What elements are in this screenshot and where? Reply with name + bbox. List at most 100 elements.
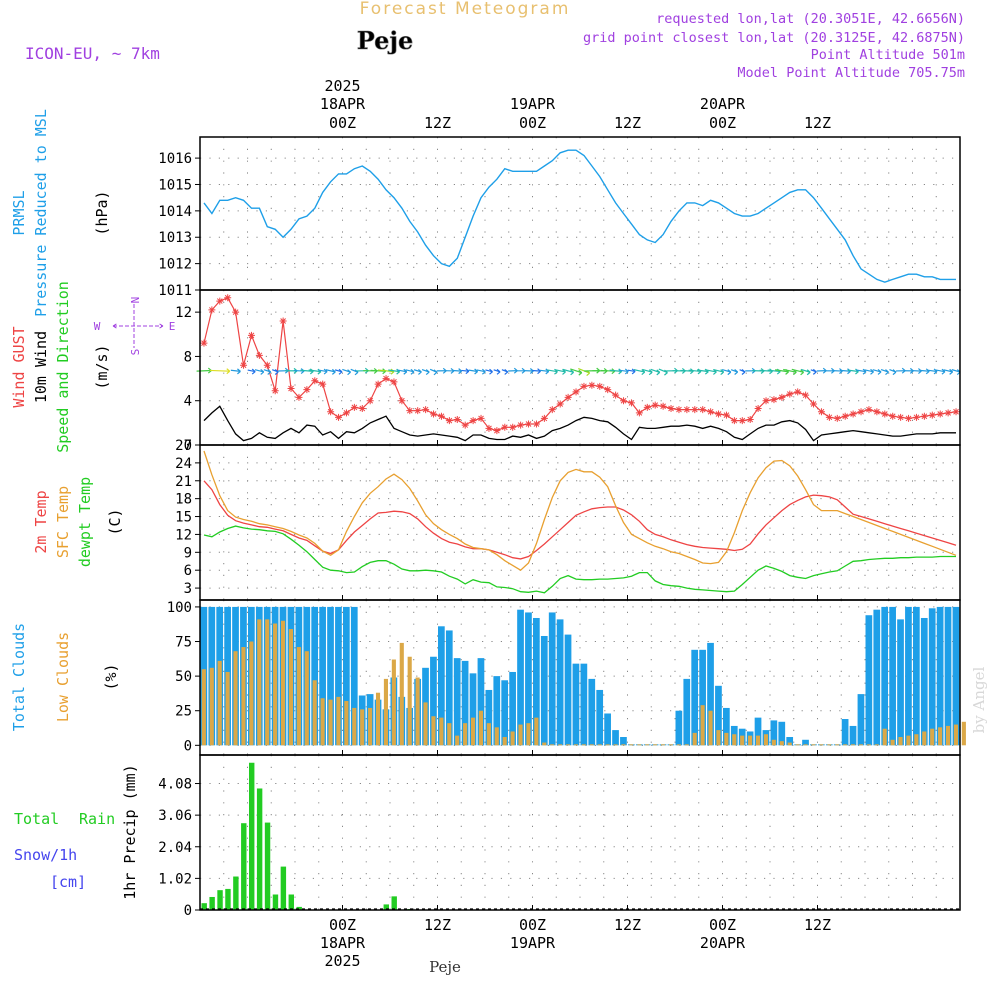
total-cloud-bar — [905, 606, 912, 746]
total-cloud-bar — [493, 676, 501, 746]
precip-cm-label: [cm] — [50, 873, 86, 891]
gust-marker — [311, 377, 319, 385]
wind-direction-arrow — [230, 369, 241, 372]
total-cloud-bar — [683, 678, 691, 746]
low-cloud-bar — [787, 742, 792, 746]
gust-marker — [873, 408, 881, 416]
wind-direction-arrowhead — [806, 369, 811, 376]
wind-direction-arrowhead — [624, 368, 629, 375]
top-time-label: 12Z — [424, 114, 451, 132]
gust-marker — [493, 427, 501, 435]
low-cloud-bar — [819, 744, 824, 746]
wind-direction-arrow — [378, 369, 395, 373]
gust-marker — [905, 414, 913, 422]
total-cloud-bar — [501, 680, 509, 746]
watermark: by Angel — [970, 666, 988, 733]
low-cloud-bar — [328, 699, 333, 746]
low-cloud-bar — [589, 744, 594, 746]
wind-direction-arrow — [759, 369, 773, 372]
low-cloud-bar — [360, 709, 365, 746]
gust-marker — [335, 413, 343, 421]
gust-marker — [572, 388, 580, 396]
precip-bar — [225, 888, 231, 910]
gust-marker — [730, 417, 738, 425]
low-cloud-bar — [763, 734, 768, 746]
total-cloud-bar — [620, 737, 627, 746]
low-cloud-bar — [748, 735, 753, 746]
precip-snow-label: Snow/1h — [14, 846, 77, 864]
wind-direction-arrow — [927, 369, 938, 373]
gust-marker — [643, 403, 651, 411]
total-cloud-bar — [319, 606, 326, 746]
gust-marker — [770, 396, 778, 404]
wind-direction-arrow — [911, 369, 922, 372]
wind-direction-arrow — [468, 369, 478, 373]
low-cloud-bar — [629, 744, 634, 746]
precip-bar — [296, 906, 302, 910]
low-cloud-bar — [724, 732, 729, 746]
wind-direction-arrowhead — [458, 368, 463, 375]
total-cloud-bar — [453, 658, 461, 746]
gust-marker — [342, 409, 350, 417]
low-cloud-bar — [779, 741, 784, 746]
y-tick-label: 1016 — [158, 151, 192, 167]
low-cloud-bar — [534, 717, 539, 746]
y-tick-label: 2.04 — [158, 840, 192, 856]
y-tick-label: 27 — [175, 438, 192, 454]
gust-marker — [667, 404, 675, 412]
y-tick-label: 24 — [175, 456, 192, 472]
gust-marker — [453, 416, 461, 424]
wind-direction-arrow — [775, 369, 789, 373]
low-cloud-bar — [415, 677, 420, 746]
top-time-label: 12Z — [614, 114, 641, 132]
wind-direction-arrowhead — [885, 369, 889, 376]
total-cloud-bar — [509, 671, 516, 746]
sfctemp-side-label: SFC Temp — [54, 486, 72, 558]
bottom-time-label: 12Z — [804, 916, 831, 934]
wind-direction-arrowhead — [578, 369, 583, 376]
top-time-label: 00Z — [519, 114, 546, 132]
precip-bar — [241, 823, 247, 910]
wind-direction-arrow — [532, 369, 541, 372]
total-cloud-bar — [770, 720, 778, 746]
low-cloud-bar — [898, 737, 903, 746]
gust-marker — [651, 401, 659, 409]
low-clouds-side-label: Low Clouds — [54, 632, 72, 722]
wind-direction-arrowhead — [474, 368, 478, 375]
wind-direction-arrowhead — [877, 368, 882, 375]
wind-direction-arrow — [791, 368, 804, 373]
wind-direction-arrow — [919, 369, 930, 372]
wind-direction-arrow — [539, 369, 549, 372]
model-altitude: Model Point Altitude 705.75m — [737, 65, 965, 81]
low-cloud-bar — [890, 739, 895, 746]
low-cloud-bar — [660, 744, 666, 746]
gust-side-label: Wind GUST — [10, 326, 28, 407]
bottom-date-label: 19APR — [510, 934, 556, 952]
wind-direction-arrow — [254, 369, 264, 373]
gust-marker — [540, 414, 548, 422]
low-cloud-bar — [945, 725, 951, 746]
wind-direction-arrow — [578, 368, 590, 374]
y-tick-label: 75 — [175, 635, 192, 651]
total-cloud-bar — [778, 721, 786, 746]
total-cloud-bar — [438, 626, 445, 746]
gust-marker — [517, 421, 525, 429]
total-cloud-bar — [335, 606, 342, 746]
panel-frames — [195, 136, 961, 911]
low-cloud-bar — [565, 744, 571, 746]
wind-direction-arrow — [627, 369, 636, 373]
wind-direction-arrow — [325, 369, 336, 373]
total-cloud-bar — [311, 606, 319, 746]
temp-sfc-line — [203, 450, 957, 572]
low-cloud-bar — [399, 642, 404, 746]
total-cloud-bar — [754, 717, 762, 746]
top-date-label: 19APR — [510, 95, 556, 113]
y-tick-label: 1012 — [158, 257, 192, 273]
wind-direction-arrowhead — [734, 369, 739, 375]
low-cloud-bar — [581, 744, 586, 746]
gust-marker — [897, 413, 905, 421]
wind-direction-arrow — [318, 369, 328, 373]
wind-direction-arrowhead — [800, 369, 804, 376]
low-cloud-bar — [882, 728, 887, 746]
gust-marker — [485, 424, 493, 432]
